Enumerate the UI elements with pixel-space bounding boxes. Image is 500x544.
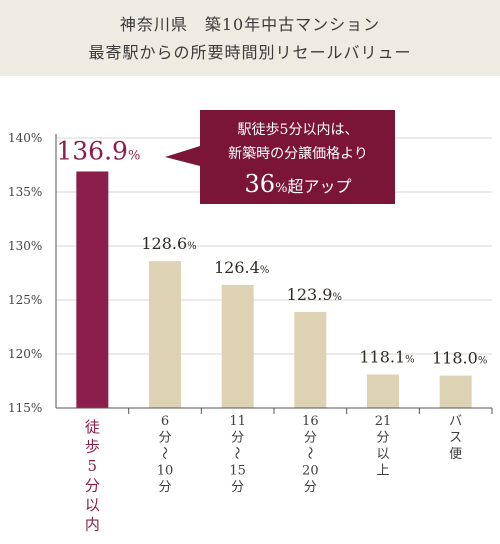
- callout-line-3: 36%超アップ: [245, 170, 352, 198]
- category-label-char: ス: [449, 431, 462, 446]
- callout-line-2: 新築時の分譲価格より: [228, 146, 368, 162]
- category-label-char: 6: [161, 414, 169, 429]
- callout-suffix: 超アップ: [287, 177, 351, 196]
- bar: [439, 375, 472, 408]
- category-label-char: 以: [376, 447, 389, 462]
- category-label-char: 分: [304, 431, 317, 446]
- y-tick-label: 120%: [8, 347, 42, 361]
- y-tick-label: 125%: [8, 293, 42, 307]
- callout-number: 36: [245, 170, 276, 198]
- y-tick-label: 115%: [8, 401, 42, 415]
- category-label-char: 16: [302, 414, 319, 429]
- value-label: 118.0%: [432, 349, 487, 368]
- category-label-char: 分: [85, 477, 100, 495]
- category-label-char: 〜: [156, 446, 171, 459]
- bar: [149, 261, 181, 408]
- y-axis-ticks: 140% 135% 130% 125% 120% 115%: [8, 131, 42, 415]
- callout: 駅徒歩5分以内は、 新築時の分譲価格より 36%超アップ: [165, 110, 395, 204]
- value-label: 123.9%: [287, 285, 342, 304]
- category-label-char: 5: [88, 457, 98, 475]
- value-label: 126.4%: [214, 258, 269, 277]
- value-labels: 136.9% 128.6% 126.4% 123.9% 118.1% 118.0%: [56, 136, 487, 367]
- category-label-char: 内: [85, 516, 100, 534]
- category-label-char: 〜: [301, 446, 316, 459]
- callout-unit: %: [275, 181, 287, 196]
- category-label-char: 歩: [85, 438, 100, 456]
- callout-pointer: [165, 146, 200, 166]
- category-label-char: 分: [231, 480, 244, 495]
- value-label: 118.1%: [359, 348, 414, 367]
- y-tick-label: 140%: [8, 131, 42, 145]
- category-label-char: 分: [158, 431, 171, 446]
- title-line-1: 神奈川県 築10年中古マンション: [120, 15, 380, 34]
- value-label: 136.9%: [56, 136, 140, 165]
- category-label-char: 11: [229, 414, 246, 429]
- category-label-char: 分: [158, 480, 171, 495]
- category-label-char: 10: [157, 464, 174, 479]
- category-label-char: 20: [302, 464, 319, 479]
- bar-highlight: [76, 171, 109, 408]
- category-label-char: 分: [304, 480, 317, 495]
- axes: [55, 134, 493, 414]
- grid-lines: [56, 137, 492, 355]
- callout-box: [200, 110, 395, 204]
- bars: [76, 171, 472, 408]
- category-label-char: 15: [229, 464, 246, 479]
- header-background: [0, 0, 500, 76]
- category-label-char: 分: [376, 431, 389, 446]
- bar: [294, 311, 327, 408]
- category-label-char: 上: [376, 464, 389, 479]
- category-label-char: 以: [85, 496, 100, 514]
- category-label-char: 21: [375, 414, 392, 429]
- category-label-char: バ: [449, 414, 462, 429]
- y-tick-label: 135%: [8, 185, 42, 199]
- category-label-char: 分: [231, 431, 244, 446]
- category-label-char: 徒: [85, 418, 100, 436]
- category-label-char: 便: [449, 447, 462, 462]
- bar: [367, 374, 399, 408]
- category-label-char: 〜: [229, 446, 244, 459]
- value-label: 128.6%: [141, 234, 196, 253]
- callout-line-1: 駅徒歩5分以内は、: [238, 122, 359, 138]
- bar: [221, 284, 254, 408]
- y-tick-label: 130%: [8, 239, 42, 253]
- title-line-2: 最寄駅からの所要時間別リセールバリュー: [88, 43, 411, 62]
